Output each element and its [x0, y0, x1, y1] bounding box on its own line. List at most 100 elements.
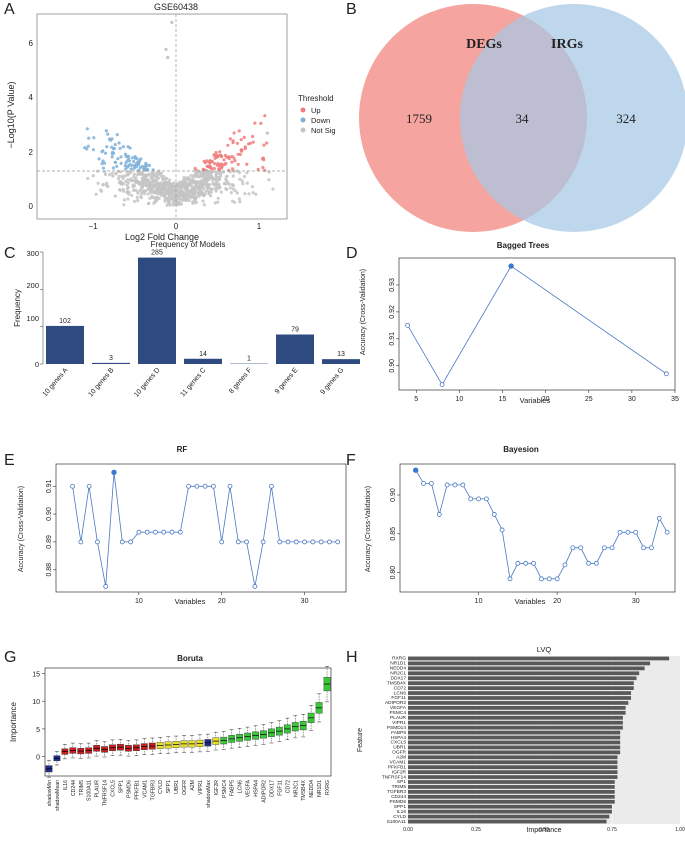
data-point — [554, 576, 560, 582]
volcano-point — [138, 172, 142, 176]
volcano-point — [172, 203, 176, 207]
volcano-point — [267, 178, 271, 182]
volcano-point — [219, 174, 223, 178]
volcano-point — [251, 134, 255, 139]
volcano-point — [152, 186, 156, 190]
volcano-point — [191, 176, 195, 180]
volcano-point — [152, 201, 156, 205]
volcano-point — [119, 182, 123, 186]
ytick-label: 0.90 — [390, 488, 397, 502]
volcano-point — [86, 144, 90, 148]
volcano-point — [187, 194, 192, 198]
panel-e-letter: E — [4, 452, 15, 469]
panel-b: B DEGs IRGs 1759 34 324 — [346, 1, 685, 232]
panel-c-letter: C — [4, 245, 16, 262]
volcano-point — [162, 182, 166, 186]
feature-label: TGFBR3 — [387, 789, 406, 795]
volcano-point — [170, 191, 174, 195]
volcano-point — [126, 178, 130, 182]
data-point — [617, 529, 623, 535]
data-point — [211, 483, 216, 489]
xtick-label: 10 — [455, 396, 463, 403]
volcano-point — [223, 162, 227, 167]
panel-d-ylabel: Accuracy (Cross-Validation) — [360, 269, 367, 355]
data-point — [484, 496, 489, 502]
volcano-point — [215, 181, 219, 185]
xtick-label: 30 — [632, 598, 640, 605]
volcano-point — [195, 181, 199, 185]
volcano-point — [245, 171, 249, 175]
volcano-point — [91, 148, 95, 152]
volcano-point — [247, 192, 251, 196]
bar — [408, 809, 612, 814]
panel-e-ylabel: Accuracy (Cross-Validation) — [18, 486, 25, 572]
feature-label: ADIPOR2 — [385, 700, 406, 706]
volcano-point — [106, 132, 110, 136]
volcano-point — [140, 164, 144, 168]
ytick-label: 300 — [26, 249, 39, 258]
feature-label: LCN6 — [394, 690, 407, 696]
volcano-point — [151, 168, 155, 172]
volcano-point — [167, 195, 171, 200]
ytick-label: 10 — [32, 699, 40, 706]
volcano-point — [146, 192, 150, 196]
volcano-point — [111, 174, 115, 178]
category-label: IGF2R — [214, 780, 220, 796]
volcano-point — [92, 136, 96, 140]
volcano-point — [144, 161, 148, 165]
feature-label: CYLD — [393, 814, 406, 820]
data-point — [601, 545, 607, 551]
data-point — [277, 539, 283, 545]
bar — [408, 686, 634, 690]
data-point — [649, 545, 654, 551]
bar — [408, 671, 640, 676]
data-point — [546, 576, 552, 582]
volcano-point — [139, 196, 143, 200]
panel-c-title: Frequency of Models — [151, 240, 226, 249]
volcano-point — [225, 179, 229, 183]
data-point — [664, 529, 670, 535]
volcano-point — [231, 139, 235, 143]
volcano-point — [228, 137, 232, 141]
volcano-point — [235, 141, 239, 145]
category-label: UBR1 — [174, 780, 180, 794]
bar — [408, 715, 623, 720]
volcano-point — [214, 150, 218, 155]
bar — [408, 799, 615, 804]
volcano-point — [187, 199, 191, 203]
volcano-point — [149, 188, 153, 192]
volcano-point — [140, 182, 144, 187]
volcano-point — [238, 200, 242, 204]
volcano-point — [132, 178, 136, 182]
ytick-label: 0.90 — [46, 507, 53, 521]
volcano-point — [166, 55, 170, 60]
feature-label: SP1 — [397, 779, 406, 785]
volcano-point — [213, 201, 217, 205]
data-point — [252, 584, 258, 589]
xtick-label: 1.00 — [675, 827, 685, 833]
data-point — [476, 496, 481, 502]
category-label: DDX17 — [269, 780, 275, 797]
category-label: VEGFA — [246, 779, 252, 797]
data-point — [169, 529, 175, 535]
category-label: CD72 — [285, 780, 291, 793]
volcano-point — [235, 191, 239, 195]
volcano-point — [219, 171, 223, 175]
data-point — [633, 529, 639, 535]
volcano-point — [251, 191, 255, 195]
volcano-point — [164, 47, 168, 52]
volcano-point — [217, 168, 222, 172]
category-label: CYLD — [158, 780, 164, 794]
category-label: IL16 — [63, 780, 69, 790]
volcano-point — [230, 183, 234, 187]
series-line — [407, 265, 667, 386]
bar — [408, 775, 618, 779]
data-point — [439, 382, 445, 388]
bar — [408, 720, 623, 725]
volcano-point — [136, 162, 140, 166]
volcano-point — [179, 202, 184, 206]
volcano-point — [240, 179, 244, 183]
volcano-point — [100, 162, 104, 166]
data-point — [499, 527, 505, 533]
volcano-point — [118, 146, 122, 150]
